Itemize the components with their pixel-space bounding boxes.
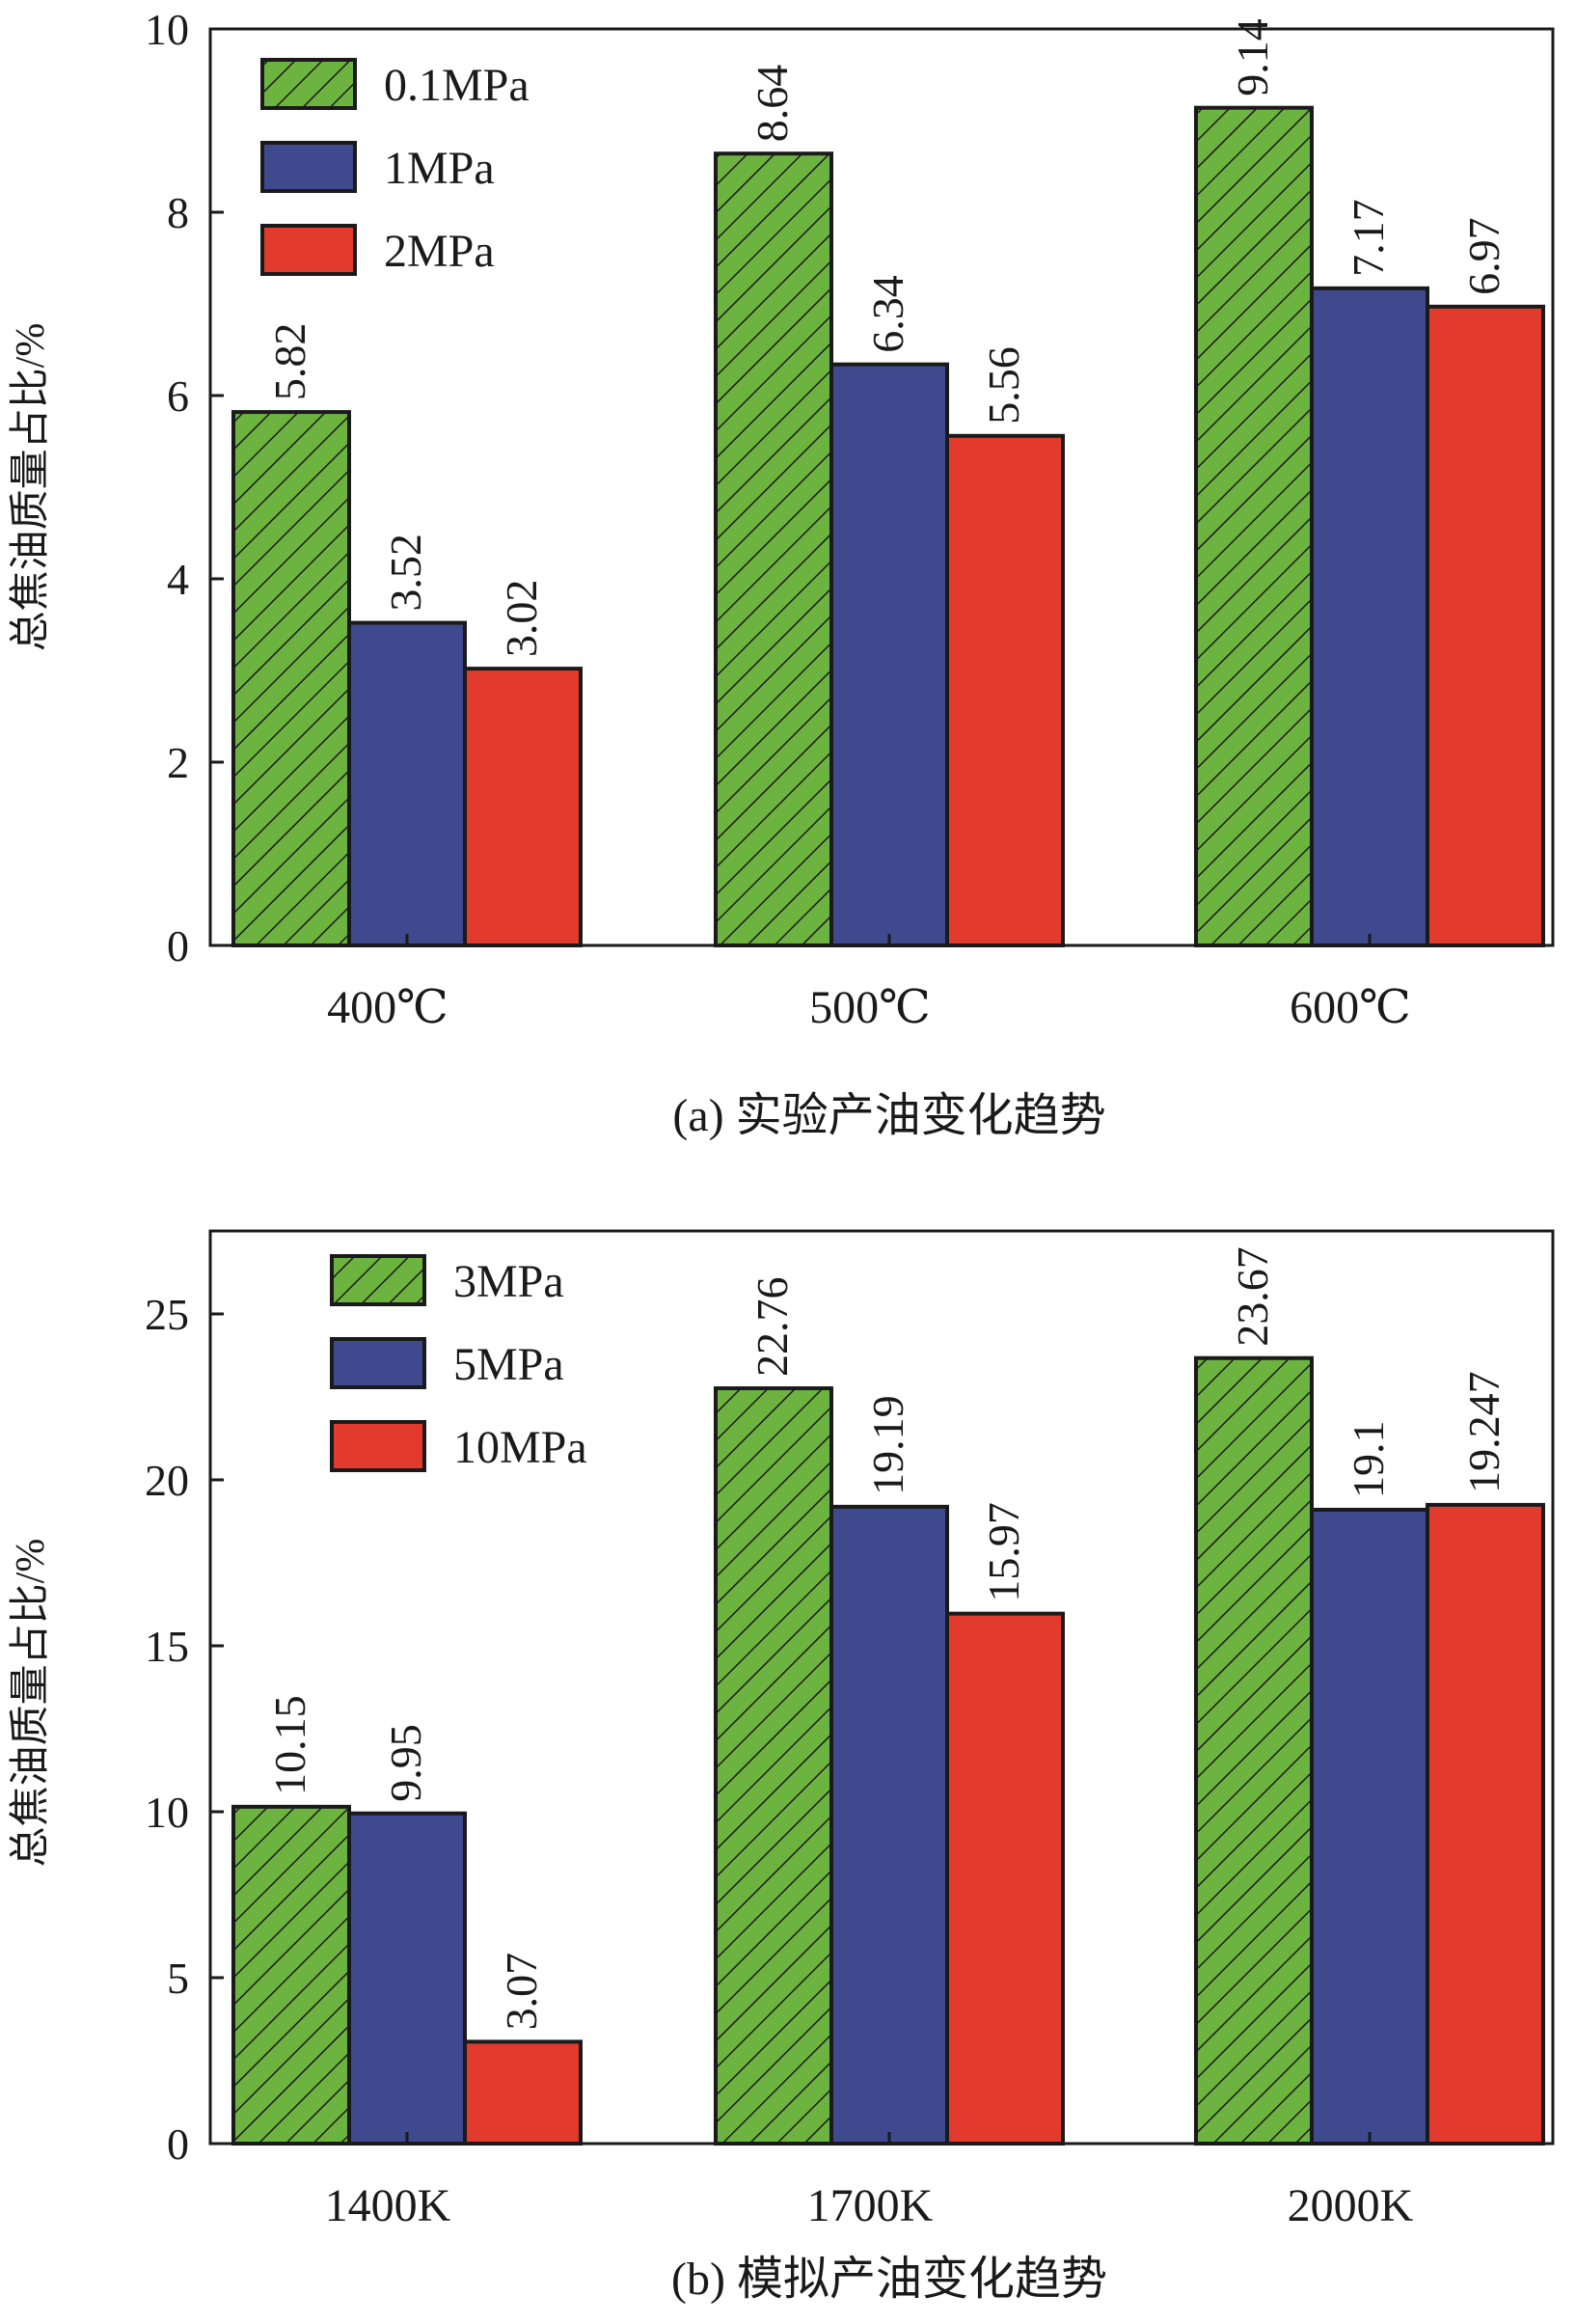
x-tick-label: 400℃ — [327, 982, 448, 1033]
bar-value-label: 5.56 — [979, 346, 1028, 424]
bar-value-label: 6.97 — [1459, 217, 1508, 295]
y-tick-label: 8 — [167, 188, 189, 237]
panel-a-chart: 0 2 4 6 8 10 5.82 8.64 9.14 3.52 6.34 7.17 3.02 5.56… — [9, 5, 1555, 1141]
bar-2MPa-500℃ — [945, 433, 1065, 947]
bar-1MPa-500℃ — [829, 362, 949, 947]
bar-value-label: 19.19 — [863, 1395, 912, 1495]
legend-label: 3MPa — [453, 1256, 564, 1307]
y-tick-label: 0 — [167, 921, 189, 971]
bar-value-label: 15.97 — [979, 1502, 1028, 1602]
y-tick-label: 0 — [167, 2119, 189, 2169]
bar-10MPa-1400K — [463, 2039, 583, 2146]
legend-swatch — [330, 1337, 426, 1389]
legend-label: 1MPa — [384, 143, 495, 194]
bar-0.1MPa-400℃ — [231, 410, 351, 948]
bar-2MPa-400℃ — [463, 667, 583, 947]
bar-1MPa-400℃ — [347, 620, 467, 947]
y-axis-title-b: 总焦油质量占比/% — [9, 1539, 53, 1868]
legend-swatch — [260, 224, 357, 276]
bar-5MPa-1400K — [347, 1811, 467, 2146]
y-tick-label: 4 — [167, 555, 189, 604]
y-tick-label: 15 — [145, 1622, 189, 1671]
bar-5MPa-1700K — [829, 1504, 949, 2146]
y-tick-label: 20 — [145, 1456, 189, 1505]
legend-label: 10MPa — [453, 1422, 587, 1473]
bar-value-label: 7.17 — [1344, 199, 1393, 277]
bar-3MPa-2000K — [1194, 1355, 1314, 2146]
x-tick-label: 2000K — [1288, 2180, 1414, 2231]
bar-2MPa-600℃ — [1426, 304, 1545, 948]
bar-value-label: 5.82 — [265, 323, 314, 401]
y-tick-label: 25 — [145, 1290, 189, 1339]
bar-10MPa-2000K — [1426, 1502, 1545, 2146]
legend-label: 5MPa — [453, 1339, 564, 1390]
bar-value-label: 19.247 — [1459, 1371, 1508, 1493]
bar-value-label: 9.14 — [1228, 18, 1277, 96]
legend-a: 0.1MPa 1MPa 2MPa — [260, 58, 530, 277]
x-tick-label: 600℃ — [1290, 982, 1411, 1033]
y-axis-title-a: 总焦油质量占比/% — [9, 323, 53, 652]
x-tick-label: 1400K — [325, 2180, 451, 2231]
bar-value-label: 22.76 — [747, 1277, 797, 1378]
y-tick-label: 10 — [145, 1788, 189, 1837]
bar-value-label: 10.15 — [265, 1695, 314, 1795]
bar-value-label: 8.64 — [747, 65, 797, 143]
legend-b: 3MPa 5MPa 10MPa — [330, 1254, 587, 1473]
bar-5MPa-2000K — [1310, 1507, 1429, 2146]
caption-b: (b) 模拟产油变化趋势 — [671, 2254, 1107, 2305]
legend-label: 0.1MPa — [384, 60, 530, 111]
x-tick-label: 1700K — [807, 2180, 934, 2231]
bar-value-label: 6.34 — [863, 275, 912, 353]
legend-swatch — [330, 1420, 426, 1472]
bar-value-label: 3.07 — [497, 1953, 546, 2031]
legend-swatch — [260, 141, 357, 193]
caption-a: (a) 实验产油变化趋势 — [672, 1090, 1105, 1141]
bar-value-label: 3.52 — [381, 533, 430, 612]
panel-b-chart: 0 5 10 15 20 25 10.15 22.76 23.67 9.95 19.19 19.1 3… — [9, 1229, 1555, 2305]
bar-1MPa-600℃ — [1310, 286, 1429, 948]
bar-value-label: 19.1 — [1344, 1420, 1393, 1498]
y-tick-label: 5 — [167, 1954, 189, 2003]
legend-label: 2MPa — [384, 226, 495, 277]
bar-0.1MPa-600℃ — [1194, 105, 1314, 947]
x-tick-label: 500℃ — [809, 982, 931, 1033]
y-tick-label: 2 — [167, 738, 189, 787]
bar-3MPa-1700K — [714, 1386, 833, 2146]
legend-swatch — [260, 58, 357, 110]
y-tick-label: 10 — [145, 5, 189, 54]
bar-0.1MPa-500℃ — [714, 151, 833, 947]
bar-3MPa-1400K — [231, 1804, 351, 2146]
bar-10MPa-1700K — [945, 1611, 1065, 2146]
bar-value-label: 9.95 — [381, 1724, 430, 1802]
bar-value-label: 23.67 — [1228, 1246, 1277, 1347]
legend-swatch — [330, 1254, 426, 1306]
bar-value-label: 3.02 — [497, 580, 546, 658]
y-tick-label: 6 — [167, 371, 189, 421]
